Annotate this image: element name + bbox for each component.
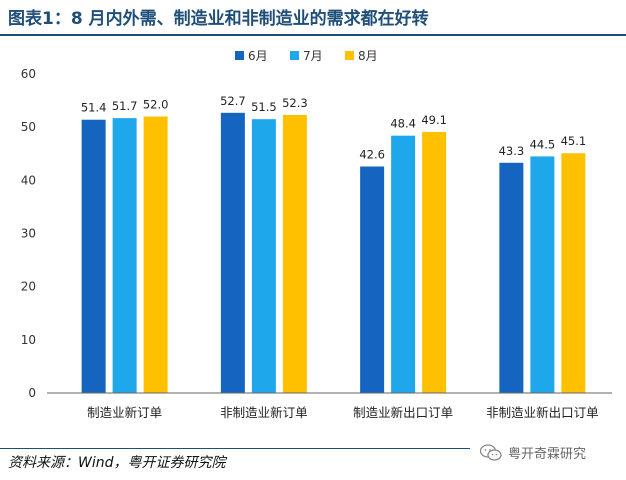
legend-swatch-3 <box>345 51 354 60</box>
title-divider <box>0 34 626 36</box>
bar-3-2 <box>391 135 416 393</box>
bar-4-3 <box>561 153 586 393</box>
x-tick-label-4: 非制造业新出口订单 <box>486 405 599 420</box>
x-tick-label-3: 制造业新出口订单 <box>353 405 453 420</box>
data-label-3-1: 42.6 <box>359 148 385 162</box>
data-label-3-3: 49.1 <box>421 113 447 127</box>
bar-2-2 <box>251 119 276 394</box>
figure-title: 图表1：8 月内外需、制造业和非制造业的需求都在好转 <box>8 9 429 29</box>
watermark: 粤开奇霖研究 <box>480 443 586 462</box>
bar-1-3 <box>143 116 168 394</box>
legend-label-2: 7月 <box>303 49 323 63</box>
y-tick-label-5: 50 <box>21 120 36 134</box>
bottom-divider <box>0 448 470 449</box>
bar-1-1 <box>81 119 106 394</box>
bar-1-2 <box>112 118 137 394</box>
y-tick-label-2: 20 <box>21 280 36 294</box>
bar-3-1 <box>360 166 385 393</box>
data-label-2-1: 52.7 <box>220 94 246 108</box>
legend-swatch-1 <box>235 51 244 60</box>
x-tick-label-1: 制造业新订单 <box>87 405 162 420</box>
source-note: 资料来源：Wind，粤开证券研究院 <box>8 455 226 471</box>
bar-2-1 <box>220 112 245 393</box>
x-tick-label-2: 非制造业新订单 <box>220 405 308 420</box>
data-label-1-2: 51.7 <box>112 99 138 113</box>
wechat-icon <box>480 443 502 461</box>
bar-3-3 <box>422 131 447 393</box>
bar-2-3 <box>282 114 307 394</box>
legend-swatch-2 <box>290 51 299 60</box>
data-label-4-3: 45.1 <box>561 134 587 148</box>
watermark-text: 粤开奇霖研究 <box>508 447 587 462</box>
y-axis: 0 10 20 30 40 50 60 <box>21 67 36 400</box>
legend-label-1: 6月 <box>248 49 268 63</box>
y-tick-label-1: 10 <box>21 333 36 347</box>
y-tick-label-0: 0 <box>28 386 36 400</box>
bars: 51.4 51.7 52.0 52.7 51.5 52.3 42.6 48.4 49.1 43.3… <box>81 94 587 394</box>
data-label-1-1: 51.4 <box>81 101 107 115</box>
legend-label-3: 8月 <box>358 49 378 63</box>
data-label-4-2: 44.5 <box>530 137 556 151</box>
bar-4-1 <box>499 162 524 393</box>
data-label-1-3: 52.0 <box>143 98 169 112</box>
y-tick-label-6: 60 <box>21 67 36 81</box>
data-label-3-2: 48.4 <box>390 117 416 131</box>
y-tick-label-4: 40 <box>21 173 36 187</box>
y-tick-label-3: 30 <box>21 227 36 241</box>
legend: 6月 7月 8月 <box>235 49 378 63</box>
data-label-2-3: 52.3 <box>282 96 308 110</box>
x-axis: 制造业新订单 非制造业新订单 制造业新出口订单 非制造业新出口订单 <box>47 392 612 420</box>
data-label-2-2: 51.5 <box>251 100 277 114</box>
data-label-4-1: 43.3 <box>499 144 525 158</box>
bar-4-2 <box>530 156 555 393</box>
